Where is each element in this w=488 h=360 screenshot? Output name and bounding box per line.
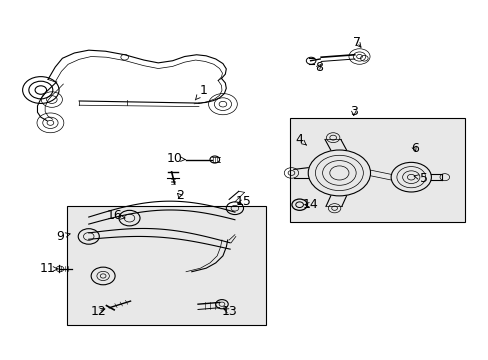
- Text: 12: 12: [90, 305, 106, 318]
- Text: 3: 3: [349, 105, 357, 118]
- Text: 7: 7: [352, 36, 360, 49]
- Text: 8: 8: [314, 60, 322, 73]
- Bar: [289, 118, 464, 222]
- Text: 2: 2: [176, 189, 183, 202]
- Text: 5: 5: [413, 172, 427, 185]
- Text: 10: 10: [167, 152, 185, 165]
- Text: 16: 16: [106, 210, 125, 222]
- Bar: [67, 206, 265, 325]
- Text: 1: 1: [195, 84, 207, 100]
- Text: 14: 14: [302, 198, 318, 211]
- Text: 13: 13: [221, 305, 237, 318]
- Text: 15: 15: [235, 195, 251, 208]
- Text: 9: 9: [56, 230, 70, 243]
- Text: 6: 6: [410, 142, 418, 155]
- Text: 4: 4: [295, 133, 306, 146]
- Text: 11: 11: [39, 262, 58, 275]
